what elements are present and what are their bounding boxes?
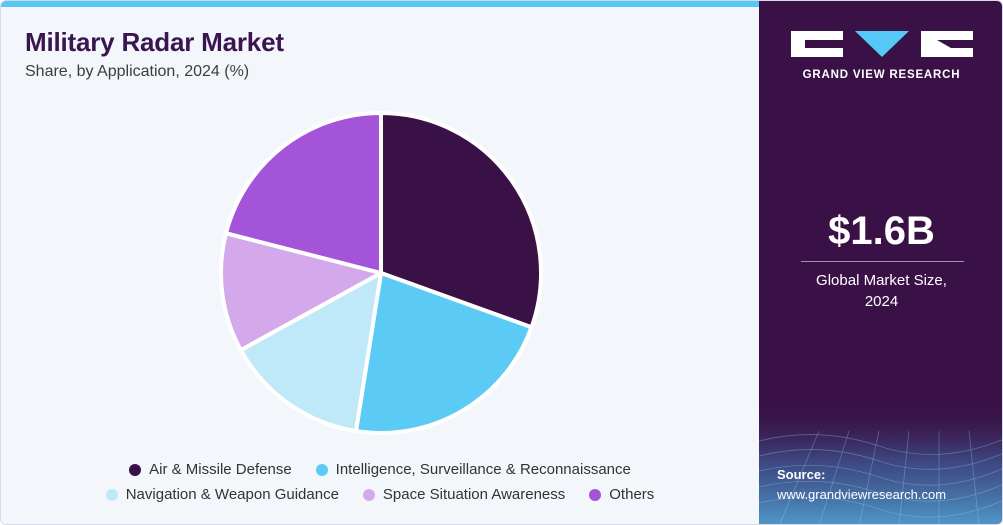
grand-view-research-logo	[791, 31, 973, 57]
pie-chart	[219, 111, 543, 435]
legend-swatch-others	[589, 488, 602, 501]
value-divider	[801, 261, 964, 262]
pie-slice-space-situation-awareness	[219, 231, 383, 353]
pie-slice-air-and-missile-defense	[379, 111, 543, 330]
legend-swatch-air-missile-defense	[129, 463, 142, 476]
legend-swatch-space-situation-awareness	[362, 488, 375, 501]
legend-label-air-missile-defense: Air & Missile Defense	[149, 461, 292, 478]
legend-item-space-situation-awareness: Space Situation Awareness	[362, 486, 566, 503]
chart-panel: Military Radar Market Share, by Applicat…	[1, 1, 759, 524]
legend-item-air-missile-defense: Air & Missile Defense	[129, 461, 292, 478]
source-url: www.grandviewresearch.com	[777, 487, 947, 502]
top-accent-bar	[1, 1, 759, 7]
legend-item-others: Others	[589, 486, 654, 503]
legend-swatch-isr	[315, 463, 328, 476]
legend-label-space-situation-awareness: Space Situation Awareness	[382, 486, 566, 503]
legend-label-isr: Intelligence, Surveillance & Reconnaissa…	[335, 461, 631, 478]
brand-name: GRAND VIEW RESEARCH	[802, 69, 961, 81]
market-size-value: $1.6B	[828, 209, 935, 253]
legend-row-2: Navigation & Weapon Guidance Space Situa…	[1, 486, 759, 503]
decorative-wave-graphic	[759, 401, 1002, 524]
legend-swatch-navigation-weapon-guidance	[105, 488, 118, 501]
chart-title: Military Radar Market	[25, 27, 284, 57]
source-label: Source:	[777, 467, 826, 482]
market-size-caption: Global Market Size, 2024	[759, 270, 1002, 312]
market-size-caption-line1: Global Market Size,	[816, 272, 947, 289]
legend-item-isr: Intelligence, Surveillance & Reconnaissa…	[315, 461, 631, 478]
legend-row-1: Air & Missile Defense Intelligence, Surv…	[1, 461, 759, 478]
market-size-caption-line2: 2024	[864, 293, 899, 310]
chart-subtitle: Share, by Application, 2024 (%)	[25, 63, 250, 80]
pie-slice-others	[224, 111, 383, 275]
summary-panel: GRAND VIEW RESEARCH $1.6B Global Market …	[759, 1, 1002, 524]
pie-slice-intelligence-surveillance-and-reconnaissance	[353, 271, 534, 435]
legend-label-others: Others	[609, 486, 655, 503]
pie-slice-navigation-and-weapon-guidance	[238, 271, 383, 434]
legend-item-navigation-weapon-guidance: Navigation & Weapon Guidance	[105, 486, 339, 503]
legend-label-navigation-weapon-guidance: Navigation & Weapon Guidance	[125, 486, 339, 503]
